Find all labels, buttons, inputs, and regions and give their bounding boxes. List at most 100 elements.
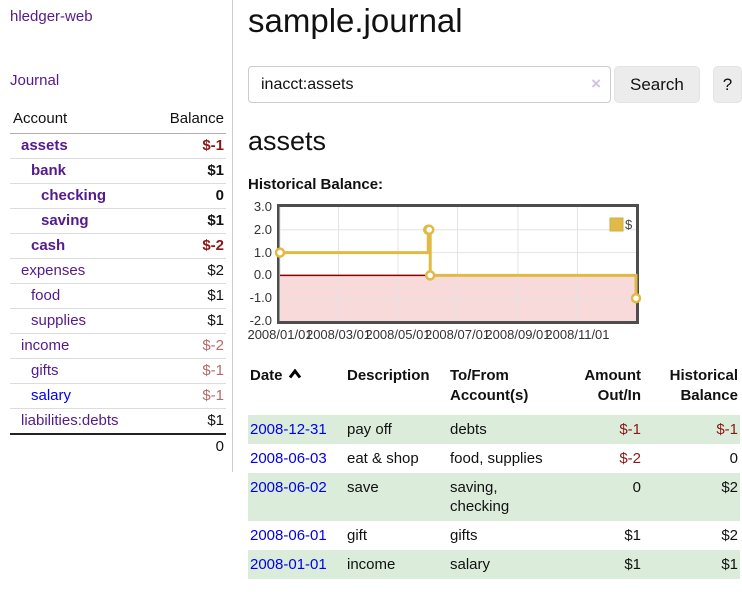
sidebar: hledger-web Journal Account Balance asse… (0, 0, 233, 472)
transaction-date-link[interactable]: 2008-12-31 (250, 421, 327, 438)
transaction-balance: $2 (721, 479, 738, 496)
sort-asc-icon (288, 368, 301, 379)
account-row: salary $-1 (10, 383, 226, 409)
transaction-balance: $2 (721, 527, 738, 544)
account-balance: 0 (150, 183, 226, 209)
transaction-balance: 0 (729, 450, 738, 467)
x-axis-tick-label: 2008/01/01 (247, 327, 313, 342)
transaction-amount: $1 (624, 527, 641, 544)
y-axis-tick-label: 0.0 (253, 267, 272, 283)
transaction-date-link[interactable]: 2008-06-01 (250, 527, 327, 544)
account-link[interactable]: saving (41, 212, 89, 229)
y-axis-tick-label: -1.0 (249, 290, 272, 306)
account-balance: $1 (150, 308, 226, 334)
account-row: checking 0 (10, 183, 226, 209)
transaction-accounts: gifts (450, 527, 478, 544)
register-table: Date Description To/From Account(s) Amou… (248, 366, 740, 579)
account-row: supplies $1 (10, 308, 226, 334)
svg-text:$: $ (625, 217, 633, 232)
accounts-col-header-account: Account (10, 108, 151, 134)
account-link[interactable]: income (21, 337, 70, 354)
account-balance: $1 (150, 408, 226, 434)
account-balance: $-1 (150, 383, 226, 409)
transaction-description: eat & shop (347, 450, 419, 467)
y-axis-tick-label: 2.0 (253, 221, 272, 237)
transaction-row: 2008-06-01 gift gifts $1 $2 (248, 521, 740, 550)
transaction-amount: $1 (624, 556, 641, 573)
y-axis-tick-label: 1.0 (253, 244, 272, 260)
account-link[interactable]: supplies (31, 312, 87, 329)
account-balance: $1 (150, 158, 226, 184)
chart-y-axis: 3.0 2.0 1.0 0.0 -1.0 -2.0 (248, 199, 277, 328)
register-table-body: 2008-12-31 pay off debts $-1 $-1 2008-06-03 ea… (248, 415, 740, 579)
transaction-description: gift (347, 527, 368, 544)
accounts-total-balance: 0 (150, 433, 226, 459)
sidebar-item-journal[interactable]: Journal (10, 72, 60, 89)
account-link[interactable]: gifts (31, 362, 59, 379)
search-form: × Search ? (248, 66, 742, 103)
chart-x-axis: 2008/01/01 2008/03/01 2008/05/01 2008/07/01… (247, 324, 742, 346)
register-col-header-amount: Amount Out/In (584, 367, 641, 404)
account-balance: $-1 (202, 137, 224, 154)
account-link[interactable]: expenses (21, 262, 86, 279)
main-content: sample.journal × Search ? assets Histori… (233, 0, 742, 599)
account-balance: $-2 (150, 233, 226, 259)
transaction-description: income (347, 556, 396, 573)
transaction-date-link[interactable]: 2008-01-01 (250, 556, 327, 573)
transaction-accounts: saving, checking (450, 479, 510, 515)
transaction-row: 2008-06-03 eat & shop food, supplies $-2 0 (248, 444, 740, 473)
transaction-description: save (347, 479, 379, 496)
y-axis-tick-label: -2.0 (249, 313, 272, 328)
transaction-balance: $-1 (716, 421, 738, 438)
chart-title: Historical Balance: (248, 176, 384, 193)
account-link[interactable]: checking (41, 187, 107, 204)
account-row: liabilities:debts $1 (10, 408, 226, 434)
accounts-total-row: 0 (10, 433, 226, 459)
account-link[interactable]: cash (31, 237, 66, 254)
transaction-date-link[interactable]: 2008-06-03 (250, 450, 327, 467)
account-link[interactable]: food (31, 287, 61, 304)
register-col-header-balance: Historical Balance (669, 367, 738, 404)
account-row: saving $1 (10, 208, 226, 234)
account-link[interactable]: salary (31, 387, 72, 404)
account-row: cash $-2 (10, 233, 226, 259)
account-link[interactable]: liabilities:debts (21, 412, 119, 429)
account-heading: assets (248, 126, 327, 156)
search-box: × (248, 66, 611, 103)
transaction-accounts: salary (450, 556, 491, 573)
transaction-balance: $1 (721, 556, 738, 573)
search-input[interactable] (248, 66, 611, 103)
account-link[interactable]: assets (21, 137, 68, 154)
app-brand-link[interactable]: hledger-web (10, 8, 93, 25)
help-button[interactable]: ? (712, 66, 742, 103)
register-col-header-description: Description (347, 367, 430, 384)
account-balance: $-1 (150, 358, 226, 384)
x-axis-tick-label: 2008/05/01 (365, 327, 431, 342)
accounts-col-header-balance: Balance (150, 108, 226, 134)
transaction-date-link[interactable]: 2008-06-02 (250, 479, 327, 496)
x-axis-tick-label: 2008/11/01 (545, 327, 610, 342)
clear-search-icon[interactable]: × (591, 74, 601, 93)
account-balance: $1 (150, 208, 226, 234)
account-balance: $1 (150, 283, 226, 309)
search-button[interactable]: Search (614, 66, 700, 103)
transaction-accounts: food, supplies (450, 450, 543, 467)
transaction-description: pay off (347, 421, 392, 438)
account-balance: $2 (150, 258, 226, 284)
register-col-header-date[interactable]: Date (248, 366, 345, 415)
chart-plot-area: $ (274, 204, 642, 324)
transaction-amount: 0 (632, 479, 641, 496)
account-link[interactable]: bank (31, 162, 67, 179)
register-col-header-accounts: To/From Account(s) (450, 367, 529, 404)
page-title: sample.journal (248, 2, 463, 39)
transaction-row: 2008-01-01 income salary $1 $1 (248, 550, 740, 579)
transaction-row: 2008-06-02 save saving, checking 0 $2 (248, 473, 740, 521)
account-row: food $1 (10, 283, 226, 309)
account-row: gifts $-1 (10, 358, 226, 384)
account-row: expenses $2 (10, 258, 226, 284)
transaction-amount: $-2 (619, 450, 641, 467)
x-axis-tick-label: 2008/09/01 (485, 327, 551, 342)
account-row: bank $1 (10, 158, 226, 184)
accounts-table-body: assets $-1 bank $1 checking 0 saving $1 cash $-2 e… (10, 134, 226, 434)
